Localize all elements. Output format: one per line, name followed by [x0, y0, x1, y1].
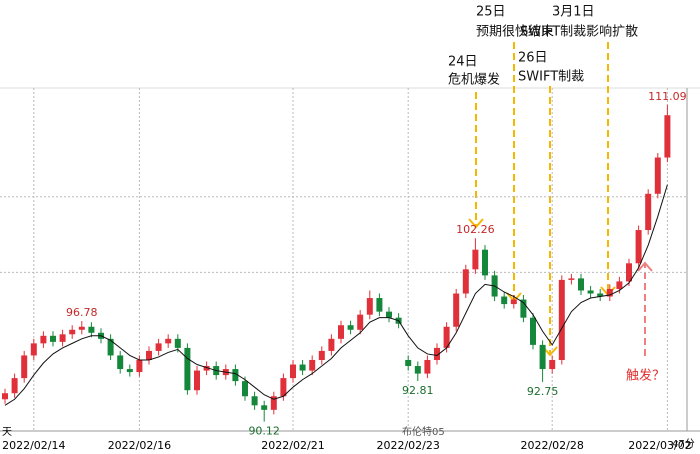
x-tick-label: 2022/02/28	[520, 439, 583, 452]
interval-label: 47分	[672, 438, 695, 450]
candle-body	[424, 359, 431, 374]
candle-body	[126, 369, 133, 373]
candle-body	[510, 299, 517, 305]
candle-body	[203, 366, 210, 371]
annotation: 26日	[518, 51, 548, 66]
candle-body	[165, 338, 172, 344]
annotation: 25日	[476, 5, 506, 20]
candle-body	[88, 326, 95, 333]
candle-body	[194, 370, 200, 391]
candle-body	[501, 296, 508, 305]
candle-body	[443, 326, 450, 348]
candle-body	[472, 249, 479, 270]
candle-body	[414, 366, 421, 374]
candle-body	[405, 359, 412, 367]
candle-body	[376, 298, 383, 312]
candle-body	[251, 396, 258, 406]
candle-body	[184, 347, 191, 391]
annotation: 3月1日	[552, 5, 595, 20]
candle-body	[242, 381, 248, 397]
annotation: SWIFT制裁	[518, 69, 584, 85]
candle-body	[597, 293, 604, 297]
candle-body	[270, 396, 277, 410]
candle-body	[664, 115, 671, 158]
candle-body	[635, 230, 642, 264]
low-label: 92.75	[527, 385, 559, 398]
x-tick-label: 2022/02/21	[261, 439, 324, 452]
x-tick-label: 2022/03/02	[628, 439, 691, 452]
candle-body	[549, 359, 556, 370]
candle-body	[290, 364, 296, 379]
annotation: SWIFT制裁影响扩散	[520, 24, 638, 40]
candle-body	[146, 350, 152, 360]
low-label: 90.12	[248, 425, 280, 438]
annotation: 预期很快结束	[476, 25, 554, 40]
candle-body	[59, 334, 66, 342]
candle-body	[347, 325, 354, 330]
candle-body	[366, 298, 373, 315]
instrument-label: 布伦特05	[402, 425, 445, 438]
candle-body	[453, 293, 460, 327]
moving-average	[4, 184, 668, 406]
annotation: 触发？	[626, 368, 665, 384]
candle-body	[69, 329, 76, 335]
candle-body	[578, 278, 584, 291]
candle-body	[78, 326, 85, 330]
candle-body	[626, 263, 632, 282]
candle-body	[318, 350, 325, 360]
candle-body	[462, 269, 469, 294]
candle-body	[50, 335, 56, 342]
candle-body	[587, 290, 594, 294]
candle-body	[558, 279, 565, 360]
candle-body	[299, 364, 306, 371]
candle-body	[482, 249, 488, 276]
candle-body	[328, 338, 335, 351]
candle-body	[107, 338, 114, 356]
candle-body	[645, 193, 652, 231]
x-tick-label: 2022/02/16	[108, 439, 171, 452]
annotation: 24日	[448, 55, 478, 70]
candle-body	[606, 288, 613, 297]
candle-body	[174, 338, 181, 348]
candle-body	[309, 359, 316, 371]
candle-body	[530, 317, 536, 345]
candle-body	[155, 343, 162, 351]
high-label: 102.26	[456, 223, 495, 236]
candle-body	[386, 311, 392, 318]
candle-body	[654, 157, 661, 194]
candle-body	[261, 405, 268, 410]
candle-body	[117, 355, 124, 370]
candle-body	[616, 281, 623, 289]
annotation: 危机爆发	[448, 72, 500, 88]
candle-body	[434, 347, 440, 360]
candle-body	[232, 369, 239, 382]
candle-body	[136, 359, 143, 373]
x-tick-label: 2022/02/14	[2, 439, 65, 452]
candle-body	[338, 325, 344, 339]
candle-body	[21, 355, 28, 379]
candle-body	[520, 299, 527, 318]
candle-body	[2, 393, 8, 400]
candle-body	[11, 378, 18, 394]
candle-body	[357, 314, 364, 330]
period-label: 天	[2, 427, 12, 438]
high-label: 111.09	[648, 90, 687, 103]
high-label: 96.78	[66, 306, 98, 319]
candle-body	[280, 378, 287, 397]
candle-body	[40, 335, 47, 344]
low-label: 92.81	[402, 384, 434, 397]
candle-body	[568, 278, 575, 280]
candle-body	[539, 344, 546, 370]
candle-body	[30, 343, 37, 356]
x-tick-label: 2022/02/23	[376, 439, 439, 452]
